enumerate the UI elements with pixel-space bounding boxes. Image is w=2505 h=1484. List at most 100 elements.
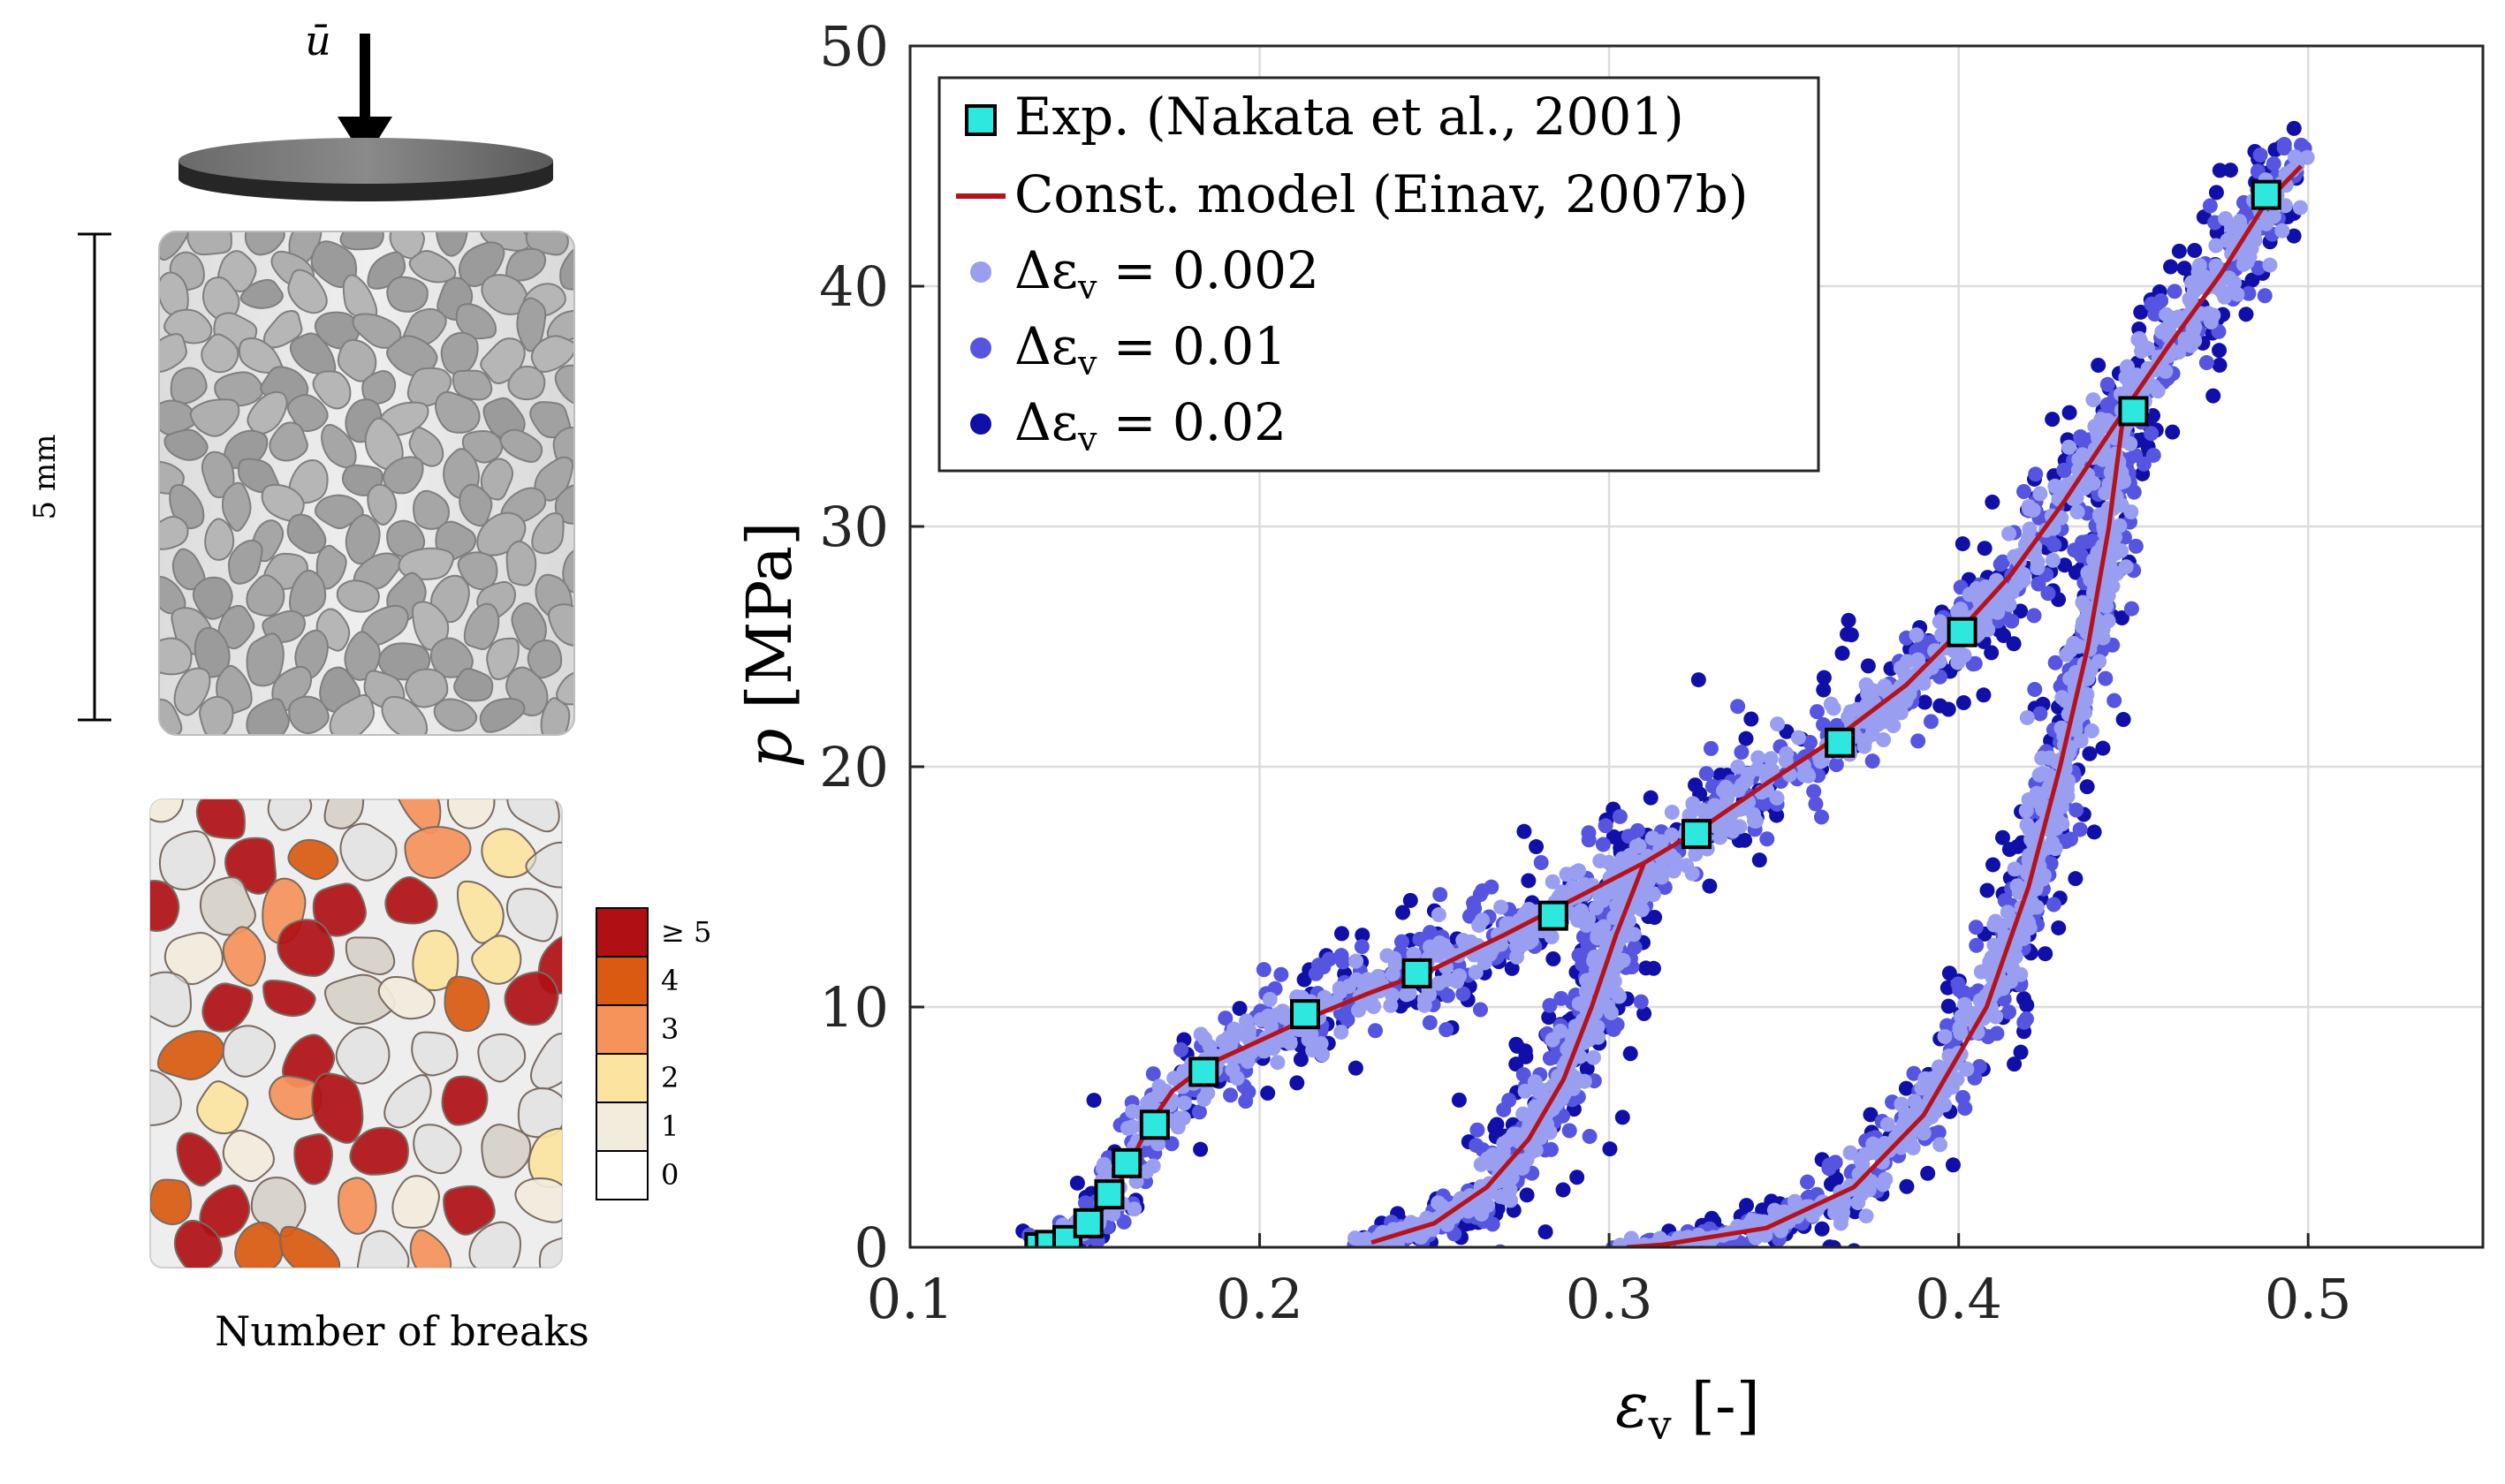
scatter-point [1653, 834, 1669, 850]
grain [335, 1026, 391, 1085]
scatter-point [2187, 242, 2203, 258]
scatter-point [1496, 1102, 1512, 1117]
scatter-point [1982, 965, 1998, 981]
grain [150, 880, 180, 932]
scatter-point [2021, 847, 2037, 863]
scatter-point [2247, 232, 2263, 248]
scatter-point [2084, 723, 2099, 738]
scatter-point [1666, 852, 1682, 867]
scatter-point [2022, 521, 2038, 537]
scatter-point [1432, 887, 1448, 903]
scatter-point [1451, 1092, 1467, 1108]
scatter-point [2053, 720, 2069, 736]
scatter-point [1200, 1085, 1216, 1101]
scatter-point [1985, 494, 2000, 510]
scatter-point [1282, 1035, 1298, 1051]
y-axis-symbol: p [733, 729, 806, 768]
scatter-point [1568, 1018, 1584, 1034]
scatter-point [1750, 761, 1765, 776]
scatter-point [1524, 1144, 1540, 1160]
scatter-point [1755, 1202, 1771, 1218]
grain [547, 603, 574, 647]
colorbar-swatch [596, 1150, 649, 1200]
y-tick-label: 30 [819, 495, 889, 559]
scatter-point [1473, 1156, 1489, 1172]
scatter-point [2229, 286, 2245, 302]
scatter-point [1614, 1109, 1630, 1125]
scatter-point [1847, 1243, 1861, 1247]
scatter-point [2047, 841, 2063, 857]
grain [538, 1235, 562, 1268]
scatter-point [1787, 1193, 1803, 1209]
scatter-point [1639, 1246, 1644, 1247]
colorbar-label: ≥ 5 [661, 915, 711, 949]
scatter-point [1582, 1128, 1598, 1144]
grain [405, 668, 449, 708]
x-axis-symbol: ε [1615, 1369, 1649, 1442]
scatter-point [1469, 1122, 1485, 1138]
grain [477, 1033, 527, 1083]
scatter-point [2186, 322, 2202, 338]
scatter-point [1588, 900, 1604, 916]
legend-marker-de02 [970, 413, 991, 435]
grain [196, 1080, 249, 1135]
scatter-point [1477, 949, 1493, 965]
scatter-point [2220, 232, 2236, 248]
scatter-point [1721, 783, 1737, 799]
grain [192, 576, 233, 620]
grain [186, 231, 232, 256]
scatter-point [2047, 655, 2063, 670]
scatter-point [2112, 518, 2128, 534]
scatter-point [2123, 601, 2139, 617]
scatter-point [1348, 972, 1364, 988]
scatter-point [2086, 824, 2102, 840]
experiment-point [1094, 1179, 1125, 1210]
scatter-point [2075, 447, 2091, 463]
scatter-point [2075, 534, 2091, 550]
scatter-point [1372, 1246, 1378, 1247]
scatter-point [1914, 1080, 1930, 1096]
grain [434, 390, 481, 434]
scatter-point [1241, 1026, 1256, 1041]
scatter-point [2208, 258, 2224, 274]
grain [288, 569, 327, 617]
scatter-point [2165, 424, 2181, 440]
grain [287, 269, 328, 314]
scatter-point [2072, 822, 2088, 837]
scatter-point [1810, 704, 1826, 720]
scatter-point [1241, 1084, 1256, 1100]
scatter-point [1957, 1101, 1973, 1117]
scatter-point [1542, 997, 1558, 1013]
scatter-point [1472, 1002, 1488, 1018]
scatter-point [2019, 709, 2035, 725]
scatter-point [1816, 670, 1832, 685]
grain [339, 231, 384, 251]
scatter-point [2013, 603, 2029, 619]
scatter-point [1698, 1246, 1703, 1247]
grain [537, 932, 562, 995]
scatter-point [2218, 211, 2234, 227]
scatter-point [1514, 1160, 1530, 1176]
grain [150, 1178, 193, 1226]
scatter-point [1997, 892, 2013, 908]
grain [530, 335, 574, 373]
scatter-point [1151, 1079, 1167, 1094]
scatter-point [1070, 1246, 1075, 1247]
scatter-point [1969, 937, 1985, 953]
scatter-point [1545, 951, 1561, 967]
scatter-point [2163, 259, 2179, 275]
grain [315, 544, 347, 590]
scatter-point [1543, 1141, 1559, 1157]
grain [173, 667, 211, 716]
scatter-point [1260, 1008, 1276, 1024]
scatter-point [2007, 1056, 2023, 1072]
experiment-point [1073, 1208, 1104, 1238]
grain [367, 483, 398, 526]
grain [312, 370, 352, 410]
scatter-point [1571, 996, 1587, 1011]
scatter-point [1703, 740, 1719, 756]
scatter-point [1909, 627, 1924, 643]
grain [339, 822, 398, 882]
scatter-point [1589, 961, 1605, 977]
